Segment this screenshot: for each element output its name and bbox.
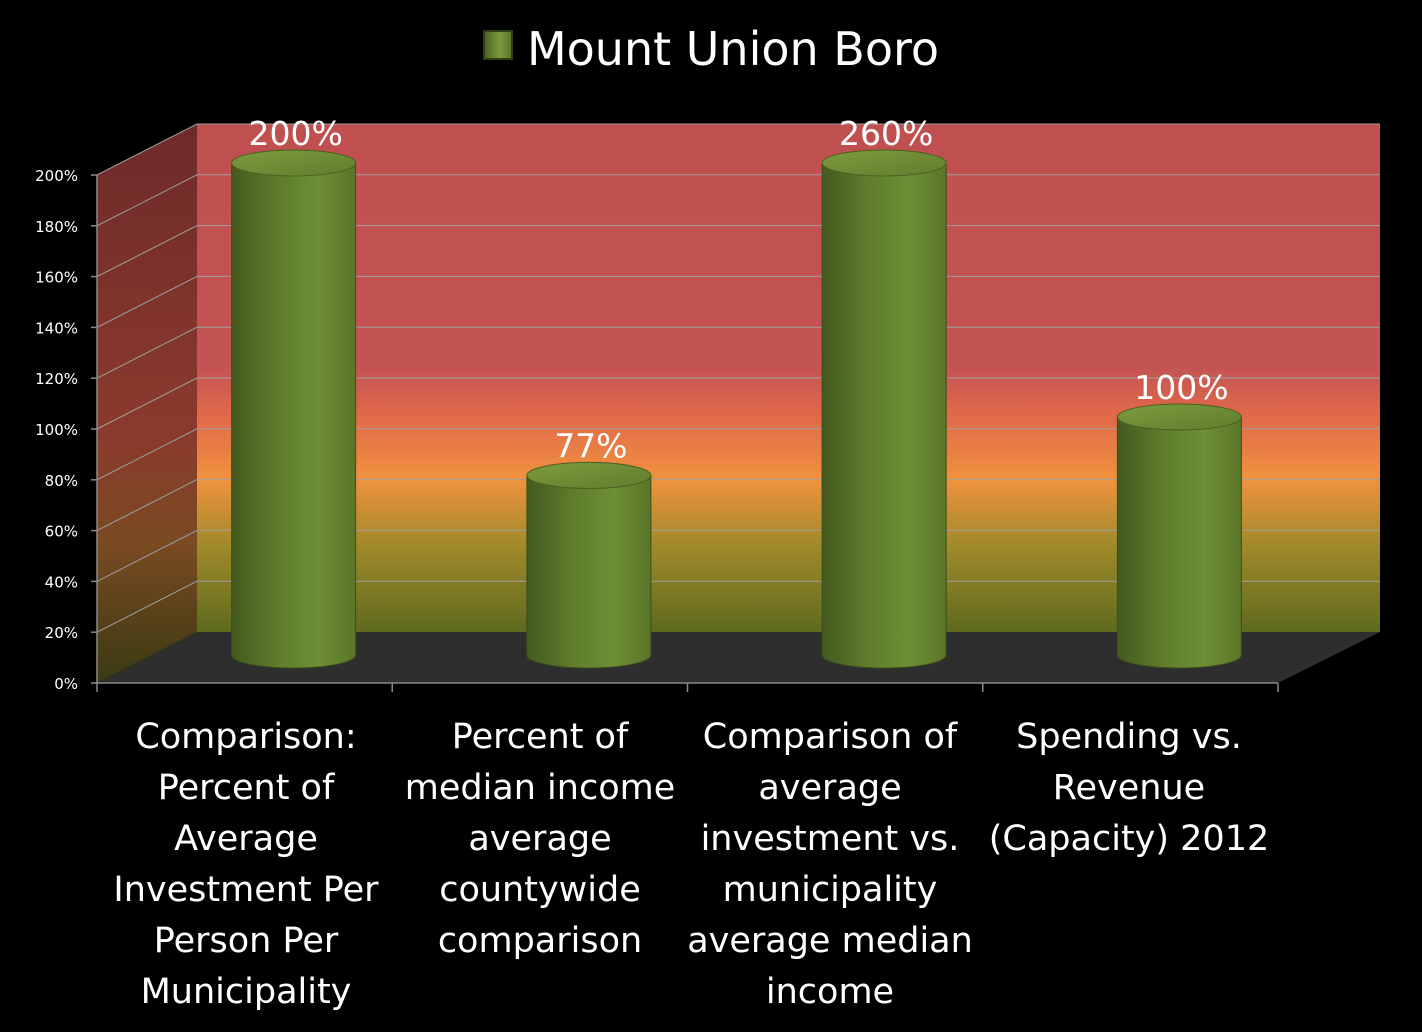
- category-line: median income: [404, 768, 676, 808]
- legend-label: Mount Union Boro: [526, 22, 940, 76]
- category-line: Person Per: [153, 921, 339, 961]
- data-labels: 200% 77% 260% 100%: [248, 114, 1228, 465]
- bar: [1116, 403, 1242, 669]
- y-tick-label: 20%: [45, 624, 78, 642]
- category-line: Average: [174, 819, 318, 859]
- legend-swatch: [482, 30, 513, 60]
- category-line: Revenue: [1052, 768, 1206, 808]
- gridline: [96, 123, 198, 176]
- bar-cap: [821, 149, 947, 177]
- category-label: Spending vs. Revenue (Capacity) 2012: [979, 712, 1279, 865]
- y-tick-label: 60%: [45, 523, 78, 541]
- bar-cap: [526, 461, 652, 489]
- bar-body: [231, 162, 357, 669]
- category-line: average: [468, 819, 612, 859]
- gridline: [96, 529, 198, 582]
- gridline: [96, 225, 198, 278]
- y-axis-ticks: 0% 20% 40% 60% 80% 100% 120% 140% 160% 180% 200%: [35, 167, 97, 693]
- x-axis-ticks: [96, 683, 1279, 692]
- y-tick-label: 120%: [35, 370, 78, 388]
- bar: [821, 149, 947, 669]
- category-line: Comparison of: [702, 717, 958, 757]
- category-line: Percent of: [451, 717, 629, 757]
- category-line: average median: [687, 921, 973, 961]
- gridline: [96, 275, 198, 328]
- category-line: Spending vs.: [1016, 717, 1242, 757]
- category-line: (Capacity) 2012: [988, 819, 1270, 859]
- category-line: investment vs.: [700, 819, 960, 859]
- category-line: Comparison:: [135, 717, 357, 757]
- data-label: 200%: [248, 114, 342, 153]
- data-label: 100%: [1134, 368, 1228, 407]
- category-label: Comparison of average investment vs. mun…: [680, 712, 980, 1018]
- category-line: Investment Per: [113, 870, 379, 910]
- y-tick-label: 160%: [35, 269, 78, 287]
- category-line: income: [765, 972, 895, 1012]
- category-line: Percent of: [157, 768, 335, 808]
- y-tick-label: 140%: [35, 319, 78, 337]
- bar-body: [526, 474, 652, 669]
- y-tick-label: 200%: [35, 167, 78, 185]
- gridline: [96, 428, 198, 481]
- bar-cap: [1116, 403, 1242, 431]
- category-line: municipality: [722, 870, 938, 910]
- bar-body: [1116, 416, 1242, 669]
- gridline: [96, 326, 198, 379]
- category-label: Comparison: Percent of Average Investmen…: [96, 712, 396, 1018]
- gridline: [96, 580, 198, 633]
- plot-floor: [97, 632, 1380, 683]
- y-tick-label: 100%: [35, 421, 78, 439]
- category-line: Municipality: [140, 972, 352, 1012]
- gridline: [96, 174, 198, 227]
- bars: [231, 149, 1242, 669]
- bar-cap: [231, 149, 357, 177]
- bar: [526, 461, 652, 669]
- data-label: 77%: [554, 426, 627, 465]
- data-label: 260%: [839, 114, 933, 153]
- y-tick-label: 40%: [45, 573, 78, 591]
- bar: [231, 149, 357, 669]
- gridline: [96, 377, 198, 430]
- category-label: Percent of median income average countyw…: [390, 712, 690, 967]
- category-line: average: [758, 768, 902, 808]
- bar-body: [821, 162, 947, 669]
- y-tick-label: 0%: [54, 675, 78, 693]
- category-line: countywide: [439, 870, 641, 910]
- gridline: [96, 479, 198, 532]
- y-tick-label: 180%: [35, 218, 78, 236]
- category-line: comparison: [437, 921, 643, 961]
- legend: Mount Union Boro: [0, 22, 1422, 76]
- y-tick-label: 80%: [45, 472, 78, 490]
